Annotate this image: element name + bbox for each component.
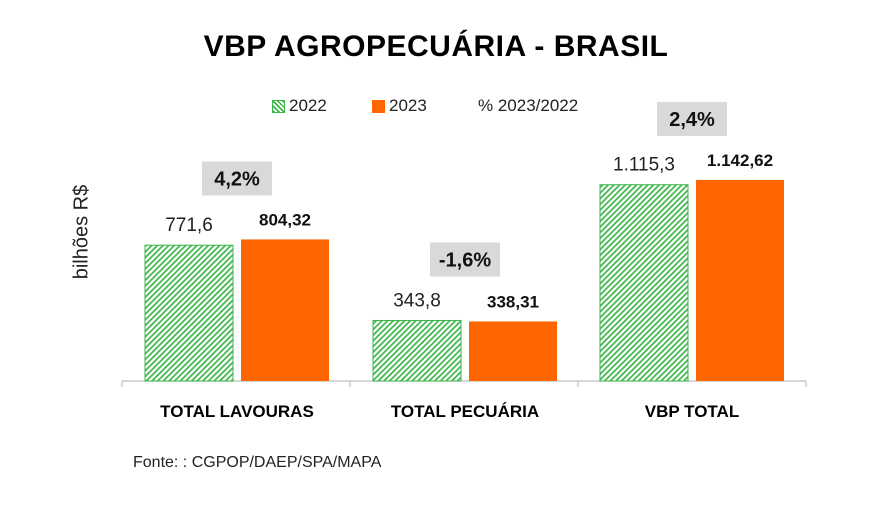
percent-box-2	[657, 101, 727, 136]
legend-label-2022: 2022	[289, 96, 327, 115]
legend-item-2023: 2023	[372, 96, 427, 116]
source-note: Fonte: : CGPOP/DAEP/SPA/MAPA	[133, 454, 382, 471]
data-label-2022-1: 343,8	[393, 290, 441, 311]
percent-label-2: 2,4%	[669, 109, 715, 131]
legend-item-2022: 2022	[272, 96, 327, 116]
legend-swatch-2022	[272, 99, 285, 113]
bar-2022-2	[599, 184, 689, 382]
legend-label-percent: % 2023/2022	[478, 96, 579, 115]
data-label-2023-1: 338,31	[487, 292, 539, 311]
category-label-0: TOTAL LAVOURAS	[160, 402, 314, 421]
bar-2023-2	[696, 179, 784, 381]
data-label-2023-0: 804,32	[259, 210, 311, 229]
bar-2023-1	[469, 321, 557, 381]
bar-2023-0	[241, 239, 329, 381]
bar-2022-0	[144, 244, 234, 382]
legend-item-percent: % 2023/2022	[478, 96, 578, 116]
bar-2022-1	[372, 319, 462, 382]
percent-label-0: 4,2%	[214, 168, 260, 190]
chart-title: VBP AGROPECUÁRIA - BRASIL	[203, 30, 669, 63]
data-label-2022-2: 1.115,3	[613, 155, 675, 176]
legend: 2022 2023 % 2023/2022	[0, 96, 872, 120]
percent-box-0	[202, 161, 272, 196]
category-label-1: TOTAL PECUÁRIA	[391, 402, 539, 421]
category-label-2: VBP TOTAL	[645, 402, 739, 421]
data-label-2022-0: 771,6	[165, 215, 213, 236]
legend-label-2023: 2023	[389, 96, 427, 115]
data-label-2023-2: 1.142,62	[707, 151, 773, 170]
legend-swatch-2023	[372, 99, 385, 113]
percent-label-1: -1,6%	[439, 249, 491, 271]
percent-box-1	[430, 242, 500, 277]
